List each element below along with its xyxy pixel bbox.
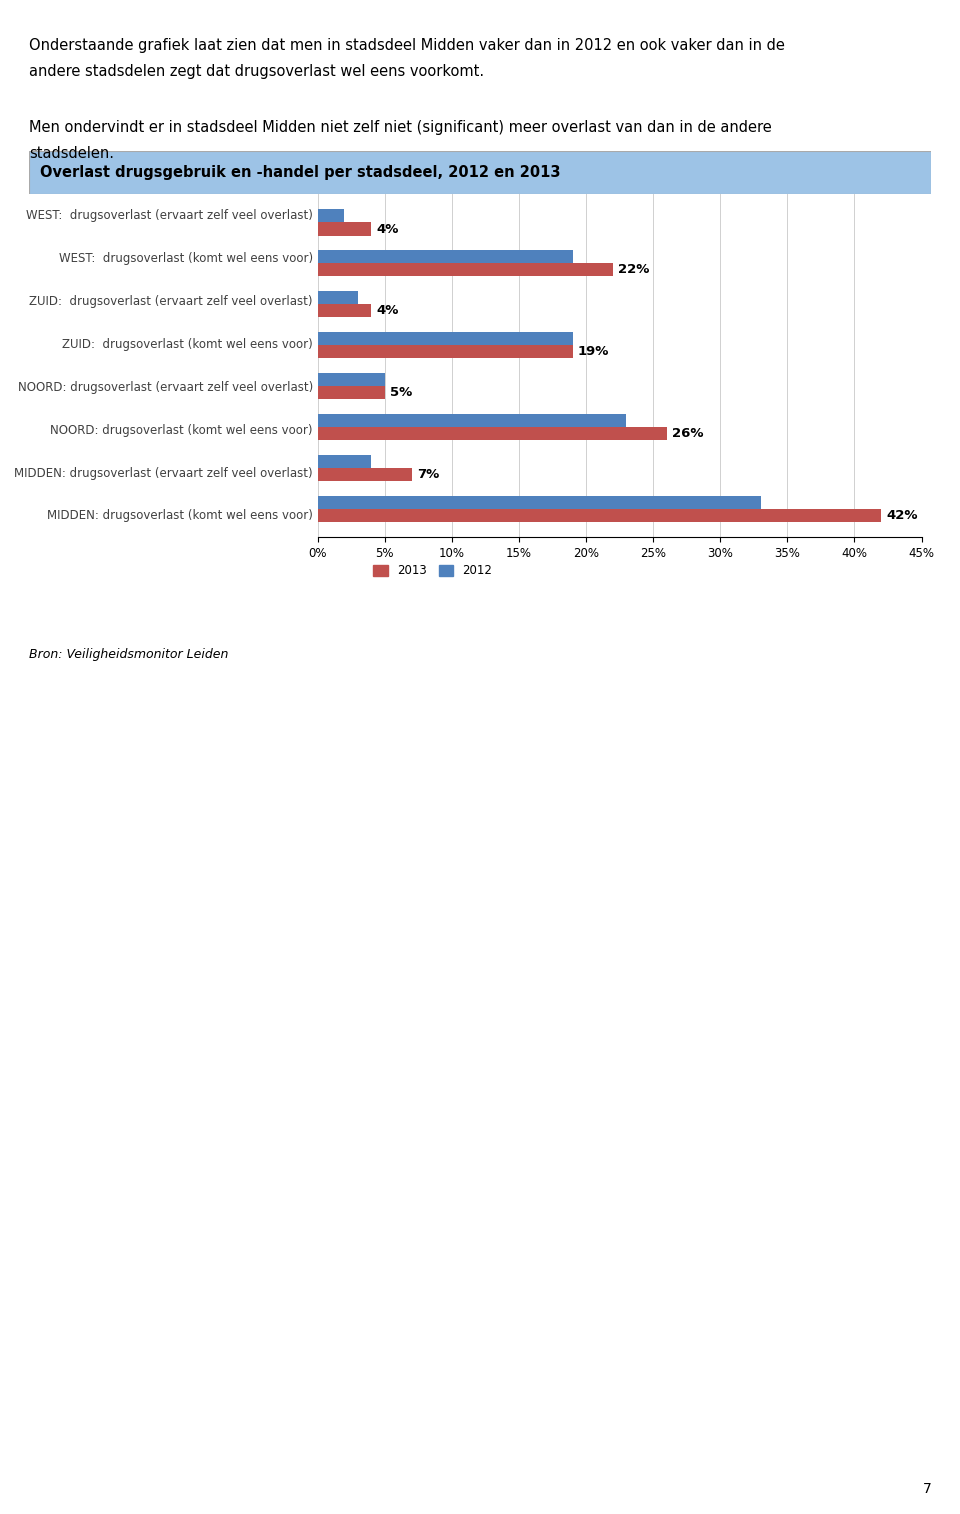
Bar — [318, 454, 372, 468]
Text: MIDDEN: drugsoverlast (ervaart zelf veel overlast): MIDDEN: drugsoverlast (ervaart zelf veel… — [14, 466, 313, 480]
Bar — [318, 345, 572, 359]
Text: 7%: 7% — [417, 468, 439, 481]
Text: ZUID:  drugsoverlast (ervaart zelf veel overlast): ZUID: drugsoverlast (ervaart zelf veel o… — [29, 295, 313, 307]
Text: Onderstaande grafiek laat zien dat men in stadsdeel Midden vaker dan in 2012 en : Onderstaande grafiek laat zien dat men i… — [29, 38, 784, 53]
Text: ZUID:  drugsoverlast (komt wel eens voor): ZUID: drugsoverlast (komt wel eens voor) — [62, 338, 313, 351]
Text: 19%: 19% — [578, 345, 610, 359]
Text: NOORD: drugsoverlast (ervaart zelf veel overlast): NOORD: drugsoverlast (ervaart zelf veel … — [17, 380, 313, 394]
Bar — [318, 209, 345, 223]
Text: NOORD: drugsoverlast (komt wel eens voor): NOORD: drugsoverlast (komt wel eens voor… — [50, 424, 313, 436]
Text: 7: 7 — [923, 1482, 931, 1496]
Text: andere stadsdelen zegt dat drugsoverlast wel eens voorkomt.: andere stadsdelen zegt dat drugsoverlast… — [29, 64, 484, 79]
Bar — [318, 223, 372, 236]
Bar — [318, 468, 412, 481]
Text: 26%: 26% — [672, 427, 704, 441]
Text: 22%: 22% — [618, 263, 650, 277]
Text: 4%: 4% — [376, 223, 399, 236]
Bar — [318, 413, 626, 427]
Bar — [318, 495, 760, 509]
Text: stadsdelen.: stadsdelen. — [29, 145, 114, 160]
Text: Overlast drugsgebruik en -handel per stadsdeel, 2012 en 2013: Overlast drugsgebruik en -handel per sta… — [39, 165, 560, 180]
Text: Bron: Veiligheidsmonitor Leiden: Bron: Veiligheidsmonitor Leiden — [29, 648, 228, 662]
FancyBboxPatch shape — [29, 151, 931, 194]
Bar — [318, 427, 666, 441]
Legend: 2013, 2012: 2013, 2012 — [369, 560, 497, 581]
Bar — [318, 332, 572, 345]
Text: 4%: 4% — [376, 304, 399, 318]
Text: WEST:  drugsoverlast (ervaart zelf veel overlast): WEST: drugsoverlast (ervaart zelf veel o… — [26, 209, 313, 221]
Bar — [318, 263, 612, 277]
Text: Men ondervindt er in stadsdeel Midden niet zelf niet (significant) meer overlast: Men ondervindt er in stadsdeel Midden ni… — [29, 120, 772, 135]
Text: 42%: 42% — [887, 509, 918, 522]
Bar — [318, 372, 385, 386]
Text: 5%: 5% — [390, 386, 412, 400]
Bar — [318, 291, 358, 304]
Bar — [318, 304, 372, 318]
Text: MIDDEN: drugsoverlast (komt wel eens voor): MIDDEN: drugsoverlast (komt wel eens voo… — [47, 510, 313, 522]
Bar — [318, 250, 572, 263]
Text: WEST:  drugsoverlast (komt wel eens voor): WEST: drugsoverlast (komt wel eens voor) — [59, 251, 313, 265]
Bar — [318, 509, 881, 522]
Bar — [318, 386, 385, 400]
